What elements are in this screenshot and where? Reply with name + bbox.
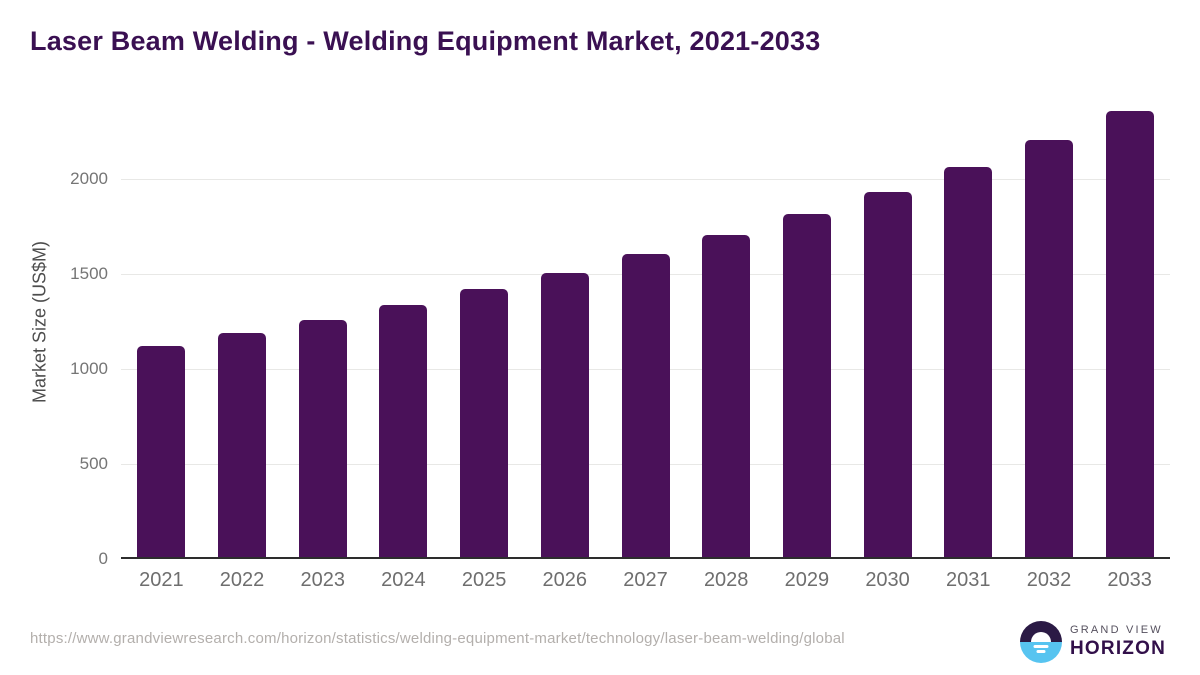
y-tick-label: 1500 [70, 264, 108, 283]
x-tick-label: 2031 [946, 569, 991, 591]
x-tick-label: 2025 [461, 569, 507, 591]
y-axis-tick-labels: 0 500 1000 1500 2000 [0, 100, 108, 568]
gridline-y-2000 [121, 178, 1170, 180]
bar-2024 [379, 305, 428, 559]
logo-brand-top: GRAND VIEW [1070, 624, 1163, 636]
x-tick-label: 2026 [542, 569, 588, 591]
x-axis-line [121, 557, 1170, 559]
x-tick-label: 2029 [784, 569, 830, 591]
y-tick-label: 500 [79, 454, 108, 473]
logo-text: GRAND VIEW HORIZON [1070, 624, 1166, 660]
x-tick-label: 2022 [219, 569, 265, 591]
x-tick-label: 2033 [1107, 569, 1152, 591]
bar-2026 [540, 272, 589, 559]
y-tick-label: 1000 [70, 359, 108, 378]
logo-reflection-dash [1036, 650, 1046, 653]
y-tick-label: 0 [98, 549, 108, 568]
plot-area [121, 100, 1170, 559]
bar-2032 [1024, 140, 1073, 559]
bar-2023 [298, 319, 347, 559]
x-tick-label: 2028 [703, 569, 749, 591]
bar-2027 [621, 254, 670, 559]
logo-reflection-dash [1033, 645, 1049, 648]
bar-2028 [702, 234, 751, 559]
x-tick-label: 2030 [865, 569, 910, 591]
bar-2029 [782, 213, 831, 559]
bar-2030 [863, 191, 912, 559]
bar-2033 [1105, 111, 1154, 559]
bar-2031 [944, 167, 993, 559]
source-url: https://www.grandviewresearch.com/horizo… [30, 630, 845, 647]
x-axis-tick-labels: 2021 2022 2023 2024 2025 2026 2027 2028 2029 2030… [121, 569, 1170, 597]
chart-title: Laser Beam Welding - Welding Equipment M… [30, 26, 821, 56]
x-tick-label: 2027 [623, 569, 668, 591]
bar-2021 [137, 346, 186, 559]
y-tick-label: 2000 [70, 169, 108, 188]
grand-view-horizon-logo: GRAND VIEW HORIZON [1020, 621, 1166, 663]
x-tick-label: 2023 [300, 569, 345, 591]
x-tick-label: 2021 [139, 569, 184, 591]
logo-sun-dome [1031, 632, 1051, 642]
bar-2022 [218, 333, 267, 559]
x-tick-label: 2024 [381, 569, 426, 591]
x-tick-label: 2032 [1026, 569, 1072, 591]
bar-2025 [460, 289, 509, 559]
horizon-sunset-icon [1020, 621, 1062, 663]
logo-brand-bottom: HORIZON [1070, 638, 1167, 659]
